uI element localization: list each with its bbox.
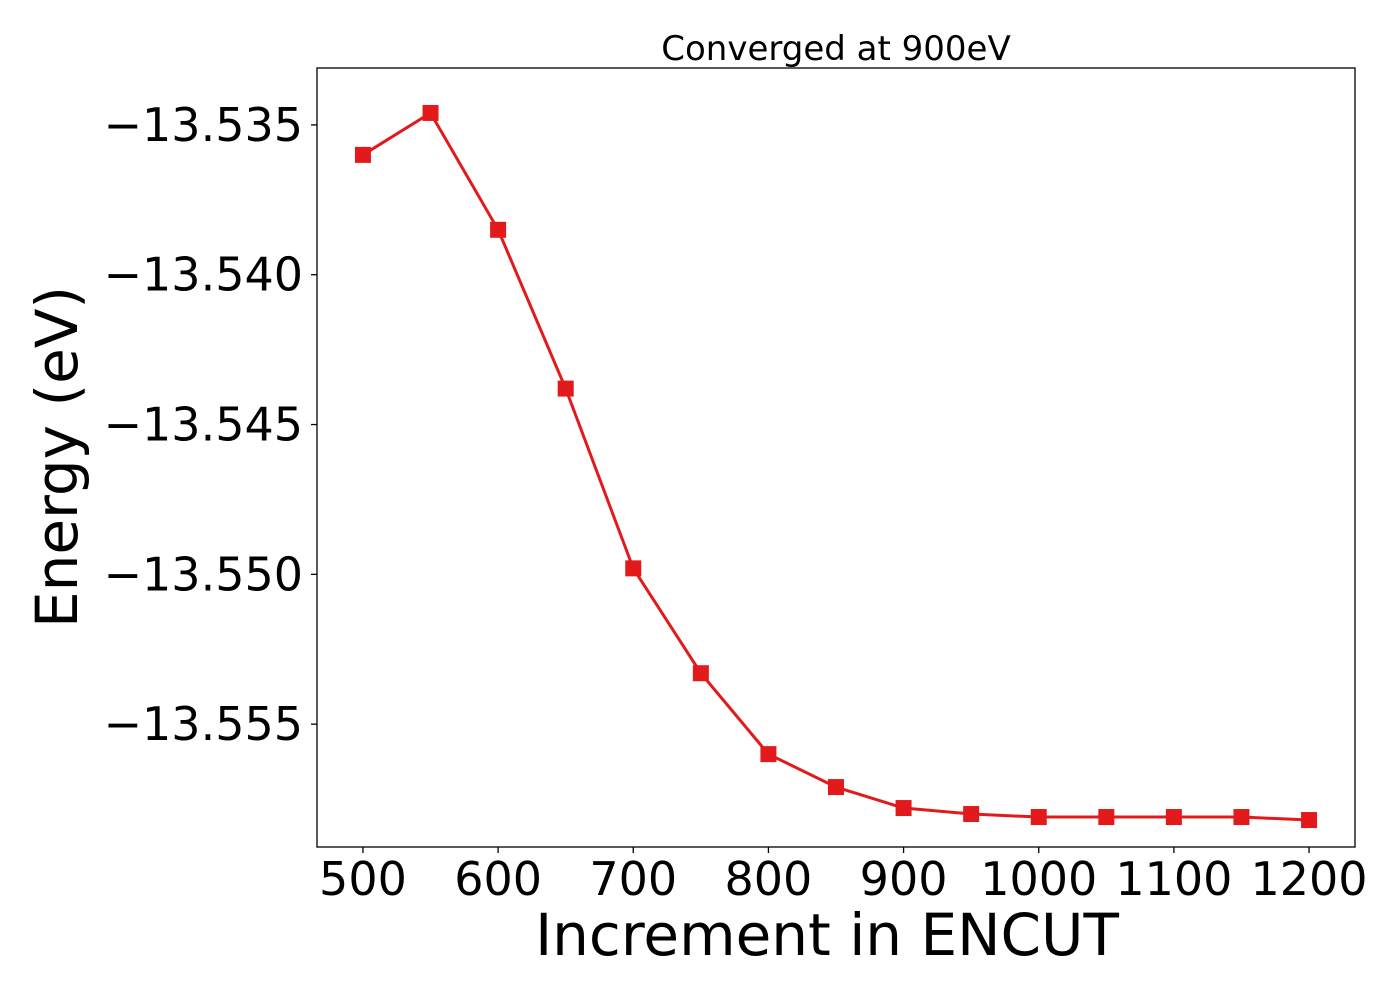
- data-point: [422, 104, 439, 121]
- data-point: [1233, 809, 1250, 826]
- chart-title: Converged at 900eV: [661, 29, 1010, 69]
- data-point: [963, 806, 980, 823]
- data-point: [490, 221, 507, 238]
- x-tick-label: 1100: [1115, 852, 1232, 906]
- x-tick-label: 1200: [1251, 852, 1368, 906]
- y-tick-label: −13.535: [104, 98, 304, 152]
- y-tick-label: −13.550: [104, 547, 304, 601]
- data-point: [895, 800, 912, 817]
- data-point: [760, 746, 777, 763]
- data-point: [354, 146, 371, 163]
- data-point: [1030, 809, 1047, 826]
- data-point: [1301, 812, 1318, 829]
- plot-area: [316, 67, 1356, 848]
- x-tick-label: 700: [589, 852, 677, 906]
- data-point: [1165, 809, 1182, 826]
- y-axis-ticks: −13.535 −13.540 −13.545 −13.550 −13.555: [104, 98, 317, 751]
- y-tick-label: −13.545: [104, 398, 304, 452]
- data-point: [557, 380, 574, 397]
- x-tick-label: 900: [860, 852, 948, 906]
- x-tick-label: 1000: [980, 852, 1097, 906]
- x-axis-label: Increment in ENCUT: [535, 901, 1119, 969]
- x-tick-label: 800: [725, 852, 813, 906]
- y-tick-label: −13.540: [104, 248, 304, 302]
- y-axis-label: Energy (eV): [23, 286, 91, 628]
- data-point: [1098, 809, 1115, 826]
- axes-frame: [316, 67, 1356, 848]
- series-line: [362, 110, 1310, 822]
- x-tick-label: 600: [454, 852, 542, 906]
- x-tick-label: 500: [319, 852, 407, 906]
- y-tick-label: −13.555: [104, 697, 304, 751]
- data-point: [625, 560, 642, 577]
- x-axis-ticks: 500 600 700 800 900 1000 1100 1200: [319, 847, 1368, 906]
- data-point: [692, 665, 709, 682]
- data-point: [828, 779, 844, 796]
